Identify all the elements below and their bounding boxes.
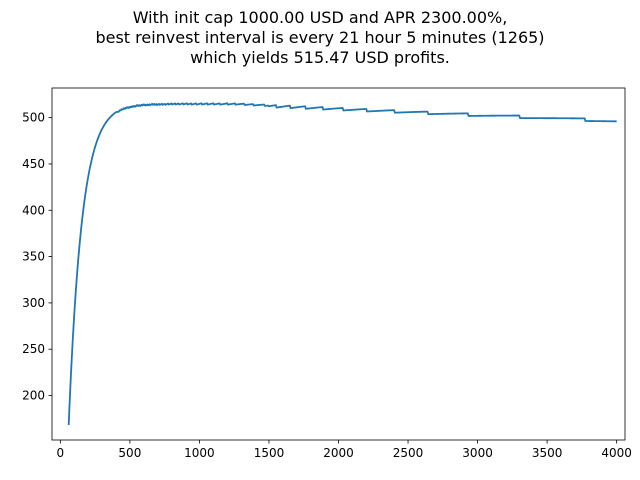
plot-frame — [51, 87, 626, 441]
chart-title-line-1: With init cap 1000.00 USD and APR 2300.0… — [132, 8, 508, 27]
x-axis: 0 500 1000 1500 2000 2500 3000 3500 4000 — [57, 440, 632, 460]
chart-title: With init cap 1000.00 USD and APR 2300.0… — [0, 8, 640, 68]
plot-content — [67, 102, 617, 426]
profit-curve — [67, 102, 617, 426]
y-axis: 200 250 300 350 400 450 500 — [22, 111, 52, 403]
x-tick-label: 1500 — [254, 446, 285, 460]
chart-title-line-2: best reinvest interval is every 21 hour … — [95, 28, 545, 47]
chart-title-line-3: which yields 515.47 USD profits. — [190, 48, 450, 67]
y-tick-label: 250 — [22, 342, 45, 356]
x-tick-label: 2000 — [323, 446, 354, 460]
x-tick-label: 3500 — [532, 446, 563, 460]
x-tick-label: 1000 — [184, 446, 215, 460]
y-tick-label: 450 — [22, 157, 45, 171]
x-tick-label: 2500 — [393, 446, 424, 460]
x-tick-label: 0 — [57, 446, 65, 460]
x-tick-label: 3000 — [462, 446, 493, 460]
y-tick-label: 500 — [22, 111, 45, 125]
y-tick-label: 400 — [22, 203, 45, 217]
y-tick-label: 300 — [22, 296, 45, 310]
y-tick-label: 350 — [22, 250, 45, 264]
x-tick-label: 4000 — [601, 446, 632, 460]
x-tick-label: 500 — [118, 446, 141, 460]
y-tick-label: 200 — [22, 389, 45, 403]
